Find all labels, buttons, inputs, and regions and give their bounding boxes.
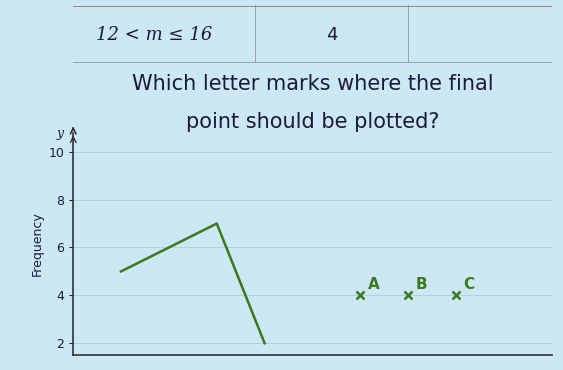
Text: A: A [368, 277, 379, 292]
Y-axis label: Frequency: Frequency [31, 212, 44, 276]
Text: Which letter marks where the final: Which letter marks where the final [132, 74, 493, 94]
Text: 4: 4 [326, 26, 337, 44]
Text: 12 < m ≤ 16: 12 < m ≤ 16 [96, 26, 213, 44]
Text: point should be plotted?: point should be plotted? [186, 112, 439, 132]
Text: C: C [463, 277, 475, 292]
Text: y: y [56, 127, 64, 140]
Text: B: B [415, 277, 427, 292]
